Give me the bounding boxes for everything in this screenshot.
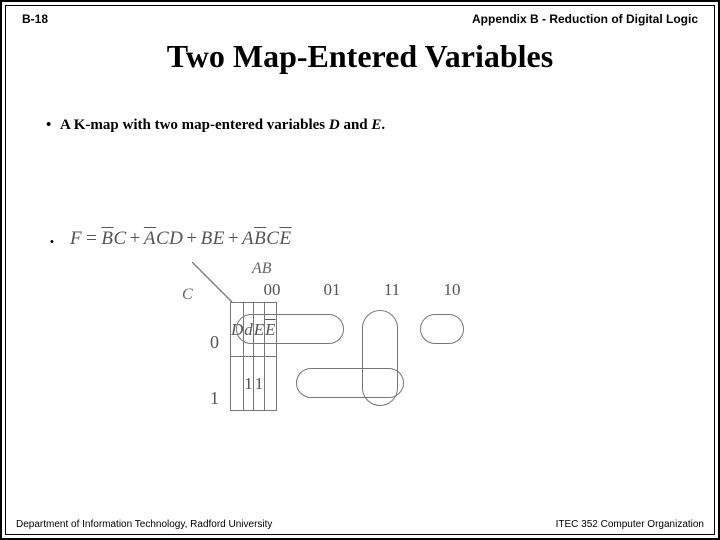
plus2: +: [183, 228, 200, 249]
kmap-diagonal-line: [192, 262, 234, 304]
var-e: E: [371, 117, 381, 133]
page-title: Two Map-Entered Variables: [2, 38, 718, 75]
formula-F: F: [70, 228, 82, 249]
plus3: +: [225, 228, 242, 249]
group-oval-4: [420, 314, 464, 344]
term3-E: E: [213, 228, 225, 249]
cell-r1c0: [231, 357, 244, 411]
col-10: 10: [422, 280, 482, 300]
appendix-title: Appendix B - Reduction of Digital Logic: [472, 12, 698, 26]
col-11: 11: [362, 280, 422, 300]
col-00: 00: [242, 280, 302, 300]
cell-r1c2-val: 1: [255, 374, 264, 393]
footer: Department of Information Technology, Ra…: [16, 519, 704, 530]
term2-C: C: [156, 228, 169, 249]
var-d: D: [329, 117, 340, 133]
term2-A: A: [144, 228, 156, 249]
kmap-grid: D d E E 1 1: [230, 302, 277, 411]
term1-B: B: [101, 228, 113, 249]
cell-r1c3: [265, 357, 276, 411]
kmap-row-labels: 0 1: [210, 314, 219, 426]
bullet-and: and: [340, 117, 372, 133]
plus1: +: [127, 228, 144, 249]
group-oval-3: [362, 310, 398, 406]
bullet-item: A K-map with two map-entered variables D…: [42, 115, 678, 135]
footer-left: Department of Information Technology, Ra…: [16, 519, 272, 530]
table-row: 1 1: [231, 357, 277, 411]
page-number: B-18: [22, 12, 48, 26]
formula-eq: =: [82, 228, 101, 249]
col-01: 01: [302, 280, 362, 300]
term4-C: C: [266, 228, 279, 249]
bullet-list: A K-map with two map-entered variables D…: [42, 115, 678, 135]
bullet-text: A K-map with two map-entered variables: [60, 117, 329, 133]
term4-A: A: [242, 228, 254, 249]
term2-D: D: [169, 228, 183, 249]
table-row: D d E E: [231, 303, 277, 357]
cell-r1c2: 1: [253, 357, 264, 411]
cell-r0c0: D: [231, 303, 244, 357]
cell-r1c1: 1: [244, 357, 254, 411]
bullet-suffix: .: [381, 117, 385, 133]
formula-bullet-icon: •: [50, 236, 54, 248]
kmap-c-label: C: [182, 286, 193, 304]
kmap-ab-label: AB: [252, 260, 272, 278]
row-1: 1: [210, 370, 219, 426]
cell-r0c2: E: [253, 303, 264, 357]
cell-r1c1-val: 1: [244, 374, 253, 393]
kmap-col-labels: 00 01 11 10: [242, 280, 482, 300]
term3-B: B: [201, 228, 213, 249]
boolean-formula: F=BC+ACD+BE+ABCE: [70, 228, 292, 250]
cell-r0c1: d: [244, 303, 254, 357]
row-0: 0: [210, 314, 219, 370]
slide: B-18 Appendix B - Reduction of Digital L…: [0, 0, 720, 540]
term1-C: C: [113, 228, 126, 249]
cell-r0c3-val: E: [265, 320, 275, 339]
group-oval-2: [296, 368, 404, 398]
term4-E: E: [279, 228, 291, 249]
cell-r0c3: E: [265, 303, 276, 357]
term4-B: B: [254, 228, 266, 249]
footer-right: ITEC 352 Computer Organization: [556, 519, 704, 530]
header: B-18 Appendix B - Reduction of Digital L…: [2, 2, 718, 30]
